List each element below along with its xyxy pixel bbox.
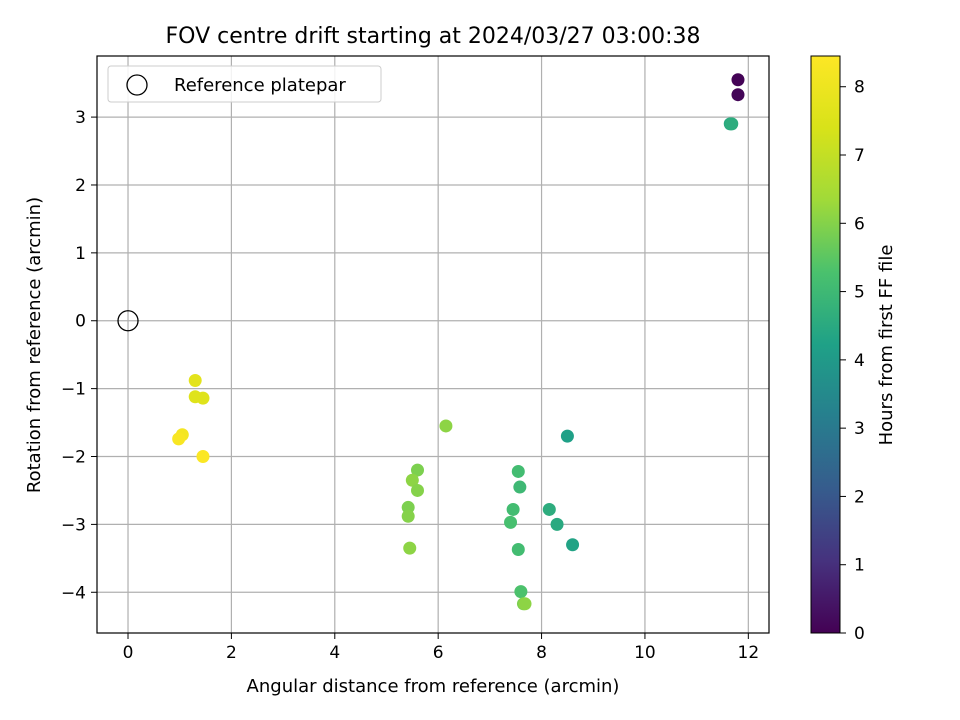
- data-point: [514, 585, 528, 599]
- data-point: [405, 473, 419, 487]
- data-point: [401, 509, 415, 523]
- data-point: [550, 517, 564, 531]
- legend: Reference platepar: [107, 65, 382, 103]
- data-point: [403, 541, 417, 555]
- legend-box: [107, 65, 382, 103]
- colorbar-gradient: [810, 55, 841, 634]
- colorbar: 0 1 2 3 4 5 6 7 8 Hours from first FF file: [810, 55, 897, 644]
- x-tick-label: 4: [329, 643, 340, 663]
- data-point: [188, 373, 202, 387]
- data-point: [725, 117, 739, 131]
- y-tick-label: −1: [61, 380, 86, 400]
- data-point: [731, 73, 745, 87]
- colorbar-tick-label: 1: [854, 556, 865, 576]
- colorbar-tick-label: 8: [854, 78, 865, 98]
- y-tick-label: 0: [75, 312, 86, 332]
- data-point: [196, 450, 210, 464]
- colorbar-tick-label: 3: [854, 419, 865, 439]
- y-tick-label: 1: [75, 244, 86, 264]
- grid-lines: [97, 56, 769, 633]
- data-point: [511, 464, 525, 478]
- legend-entry-label: Reference platepar: [174, 75, 346, 96]
- data-point: [410, 463, 424, 477]
- colorbar-tick-label: 6: [854, 214, 865, 234]
- data-point: [513, 480, 527, 494]
- data-point: [504, 515, 518, 529]
- data-point: [566, 538, 580, 552]
- colorbar-tick-label: 0: [854, 624, 865, 644]
- colorbar-tick-label: 7: [854, 146, 865, 166]
- y-tick-label: −2: [61, 448, 86, 468]
- x-tick-label: 10: [634, 643, 656, 663]
- x-tick-label: 2: [226, 643, 237, 663]
- plot-frame: [96, 55, 770, 634]
- y-axis-ticks: −4 −3 −2 −1 0 1 2 3: [61, 108, 97, 603]
- colorbar-label: Hours from first FF file: [876, 245, 897, 446]
- colorbar-tick-label: 4: [854, 351, 865, 371]
- x-tick-label: 8: [536, 643, 547, 663]
- colorbar-tick-label: 5: [854, 283, 865, 303]
- data-point: [196, 391, 210, 405]
- data-point: [506, 502, 520, 516]
- y-axis-label: Rotation from reference (arcmin): [24, 197, 45, 493]
- x-tick-label: 12: [738, 643, 760, 663]
- y-tick-label: −3: [61, 515, 86, 535]
- data-point: [511, 543, 525, 557]
- reference-marker: [117, 310, 139, 332]
- data-point: [560, 429, 574, 443]
- data-point: [542, 502, 556, 516]
- chart-title: FOV centre drift starting at 2024/03/27 …: [166, 24, 701, 49]
- data-point: [410, 483, 424, 497]
- y-tick-label: 2: [75, 176, 86, 196]
- x-tick-label: 0: [123, 643, 134, 663]
- colorbar-ticks: 0 1 2 3 4 5 6 7 8: [840, 78, 865, 644]
- x-axis-label: Angular distance from reference (arcmin): [247, 676, 620, 697]
- data-point: [731, 88, 745, 102]
- reference-point: [117, 310, 139, 332]
- data-point: [439, 419, 453, 433]
- data-points: [172, 73, 745, 611]
- data-point: [172, 432, 186, 446]
- x-tick-label: 6: [433, 643, 444, 663]
- y-tick-label: 3: [75, 108, 86, 128]
- y-tick-label: −4: [61, 583, 86, 603]
- x-axis-ticks: 0 2 4 6 8 10 12: [123, 633, 760, 663]
- colorbar-tick-label: 2: [854, 487, 865, 507]
- data-point: [518, 597, 532, 611]
- legend-marker-icon: [126, 74, 148, 96]
